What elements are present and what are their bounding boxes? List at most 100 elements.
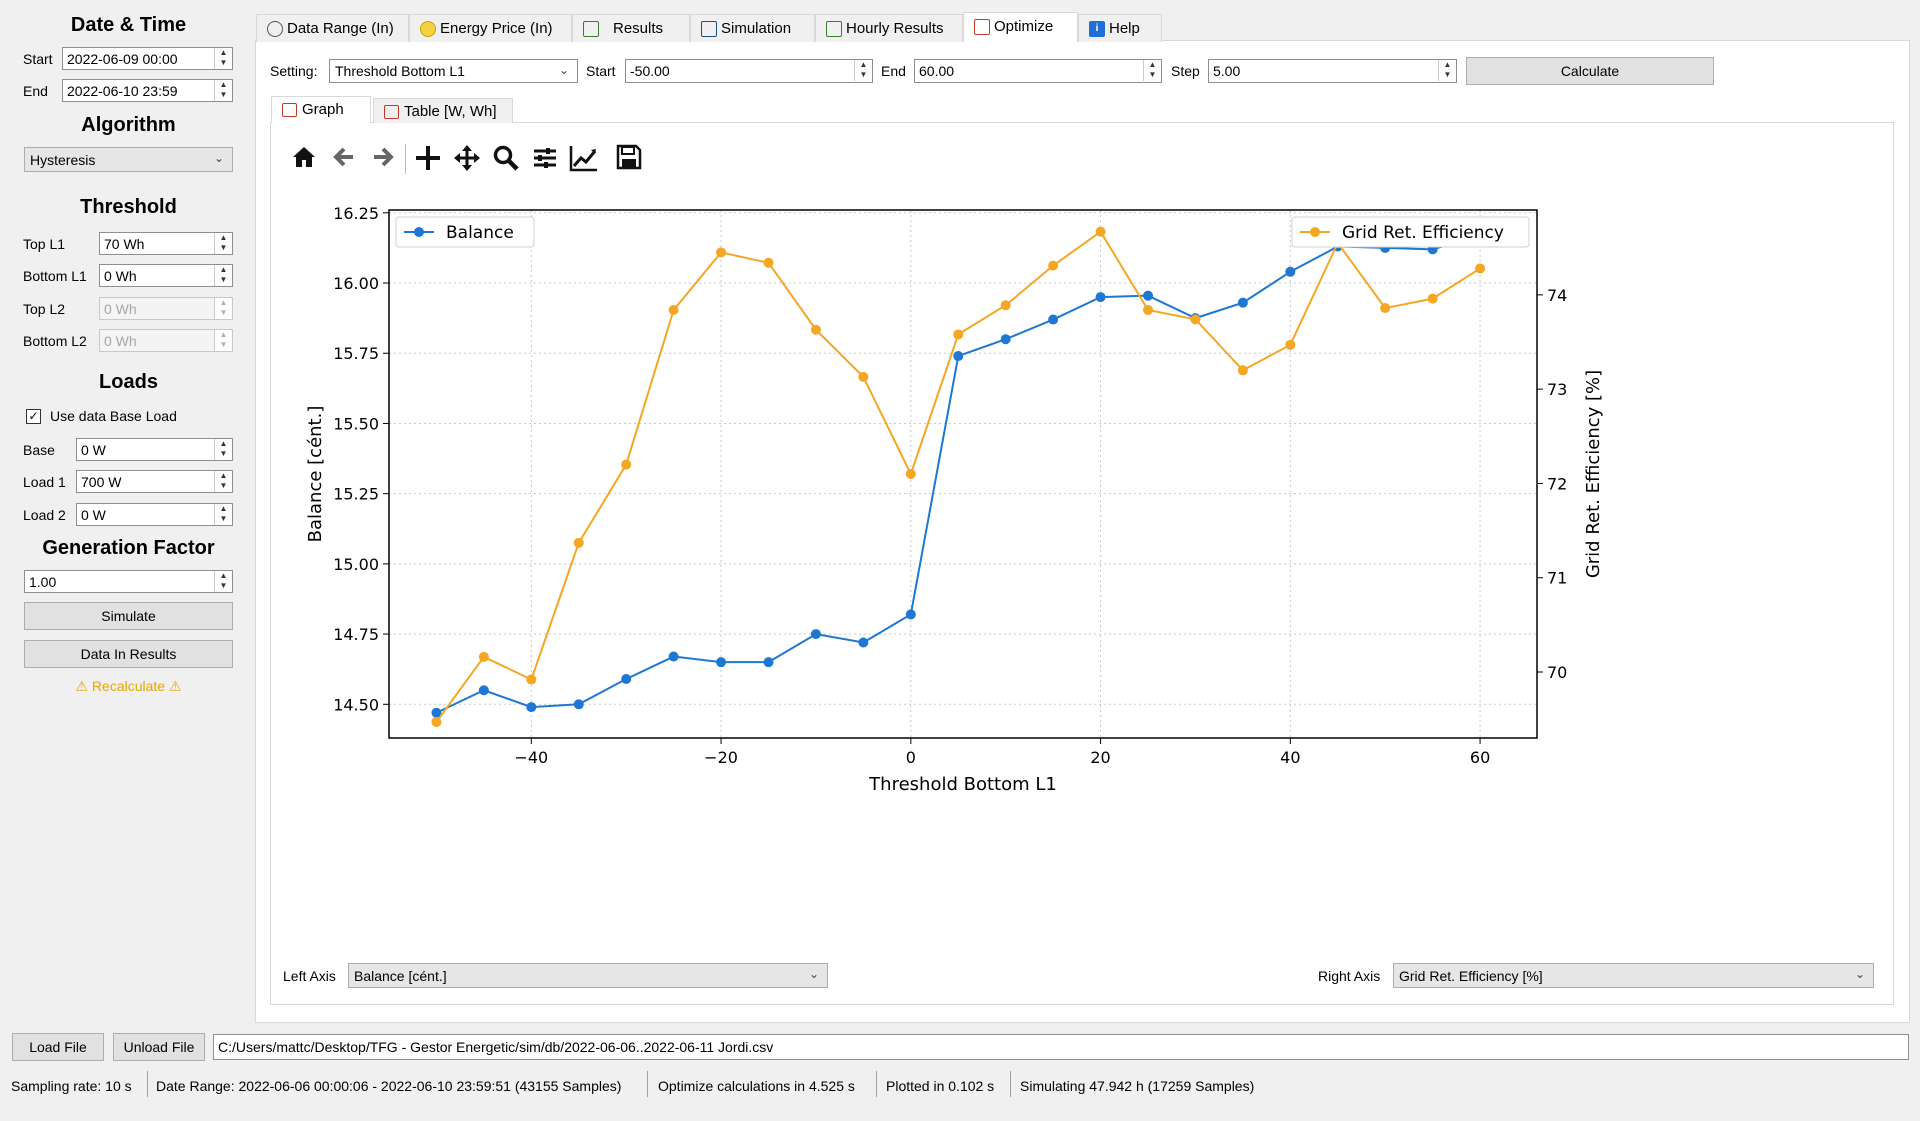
use-base-load-checkbox[interactable]: ✓ bbox=[26, 409, 41, 424]
spin-arrows-icon[interactable]: ▲ ▼ bbox=[214, 265, 232, 286]
load1-input[interactable]: 700 W ▲ ▼ bbox=[76, 470, 233, 493]
subtab-table[interactable]: Table [W, Wh] bbox=[373, 98, 513, 123]
spin-arrows-icon[interactable]: ▲ ▼ bbox=[1438, 60, 1456, 81]
spin-arrows-icon[interactable]: ▲ ▼ bbox=[214, 571, 232, 592]
date-time-heading: Date & Time bbox=[70, 14, 187, 36]
data-point-right bbox=[858, 371, 869, 382]
status-simulating: Simulating 47.942 h (17259 Samples) bbox=[1020, 1078, 1255, 1094]
spin-arrows-icon[interactable]: ▲ ▼ bbox=[854, 60, 872, 81]
legend-grid-ret-efficiency: Grid Ret. Efficiency bbox=[1291, 216, 1530, 248]
forward-arrow-icon[interactable] bbox=[368, 144, 398, 174]
data-point-left bbox=[905, 609, 916, 620]
load2-input[interactable]: 0 W ▲ ▼ bbox=[76, 503, 233, 526]
spin-arrows-icon[interactable]: ▲ ▼ bbox=[214, 80, 232, 101]
opt-step-label: Step bbox=[1171, 63, 1200, 79]
data-point-right bbox=[1475, 263, 1486, 274]
warning-icon: ⚠ bbox=[75, 678, 89, 694]
start-datetime-value: 2022-06-09 00:00 bbox=[67, 51, 178, 67]
edit-axis-icon[interactable] bbox=[569, 144, 599, 174]
x-tick-label: 20 bbox=[1090, 748, 1110, 767]
home-icon[interactable] bbox=[289, 144, 319, 174]
pan-icon[interactable] bbox=[413, 144, 443, 174]
left-axis-select[interactable]: Balance [cént.] ⌄ bbox=[348, 963, 828, 988]
clock-icon bbox=[267, 21, 283, 37]
end-datetime-value: 2022-06-10 23:59 bbox=[67, 83, 178, 99]
opt-end-input[interactable]: 60.00 ▲ ▼ bbox=[914, 59, 1162, 83]
save-icon[interactable] bbox=[614, 144, 644, 174]
legend-marker bbox=[414, 227, 424, 237]
right-axis-select[interactable]: Grid Ret. Efficiency [%] ⌄ bbox=[1393, 963, 1874, 988]
load1-label: Load 1 bbox=[23, 474, 66, 490]
end-label: End bbox=[23, 83, 48, 99]
spin-arrows-icon[interactable]: ▲ ▼ bbox=[214, 471, 232, 492]
table-icon bbox=[384, 105, 399, 119]
data-point-right bbox=[1143, 304, 1154, 315]
simulate-button[interactable]: Simulate bbox=[24, 602, 233, 630]
tab-simulation[interactable]: Simulation bbox=[690, 14, 815, 42]
tab-help[interactable]: i Help bbox=[1078, 14, 1162, 42]
tab-results[interactable]: Results bbox=[572, 14, 690, 42]
tab-hourly-results[interactable]: Hourly Results bbox=[815, 14, 963, 42]
y-axis-title: Balance [cént.] bbox=[305, 406, 326, 543]
status-separator bbox=[1010, 1071, 1011, 1097]
back-arrow-icon[interactable] bbox=[329, 144, 359, 174]
data-point-left bbox=[953, 351, 964, 362]
spin-arrows-icon[interactable]: ▲ ▼ bbox=[214, 504, 232, 525]
data-point-right bbox=[526, 674, 537, 685]
spin-arrows-icon[interactable]: ▲ ▼ bbox=[214, 48, 232, 69]
spin-arrows-icon[interactable]: ▲ ▼ bbox=[1143, 60, 1161, 81]
zoom-icon[interactable] bbox=[491, 144, 521, 174]
bottom-l1-input[interactable]: 0 Wh ▲ ▼ bbox=[99, 264, 233, 287]
data-in-results-button[interactable]: Data In Results bbox=[24, 640, 233, 668]
legend-box bbox=[1291, 216, 1530, 248]
file-path-field[interactable]: C:/Users/mattc/Desktop/TFG - Gestor Ener… bbox=[213, 1034, 1909, 1060]
right-axis-label: Right Axis bbox=[1318, 968, 1381, 984]
tab-results-label: Results bbox=[613, 20, 664, 37]
generation-factor-input[interactable]: 1.00 ▲ ▼ bbox=[24, 570, 233, 593]
bottom-l2-input: 0 Wh ▲ ▼ bbox=[99, 329, 233, 352]
start-datetime-input[interactable]: 2022-06-09 00:00 ▲ ▼ bbox=[62, 47, 233, 70]
load-file-button[interactable]: Load File bbox=[12, 1033, 104, 1061]
tab-optimize[interactable]: Optimize bbox=[963, 12, 1078, 42]
data-point-left bbox=[668, 651, 679, 662]
data-point-right bbox=[1000, 300, 1011, 311]
spin-arrows-icon[interactable]: ▲ ▼ bbox=[214, 439, 232, 460]
data-point-left bbox=[1095, 292, 1106, 303]
data-point-left bbox=[716, 657, 727, 668]
data-point-right bbox=[478, 651, 489, 662]
opt-step-input[interactable]: 5.00 ▲ ▼ bbox=[1208, 59, 1457, 83]
data-point-right bbox=[431, 716, 442, 727]
top-l1-label: Top L1 bbox=[23, 236, 66, 252]
recalculate-warning: ⚠ Recalculate ⚠ bbox=[0, 678, 257, 695]
series-line-left bbox=[436, 234, 1481, 714]
y-tick-label: 14.75 bbox=[333, 625, 379, 644]
subtab-table-label: Table [W, Wh] bbox=[404, 103, 497, 120]
base-load-input[interactable]: 0 W ▲ ▼ bbox=[76, 438, 233, 461]
algorithm-select[interactable]: Hysteresis ⌄ bbox=[24, 147, 233, 172]
y-tick-label: 16.25 bbox=[333, 204, 379, 223]
status-optimize-time: Optimize calculations in 4.525 s bbox=[658, 1078, 855, 1094]
top-l1-input[interactable]: 70 Wh ▲ ▼ bbox=[99, 232, 233, 255]
unload-file-button[interactable]: Unload File bbox=[113, 1033, 205, 1061]
top-l2-label: Top L2 bbox=[23, 301, 66, 317]
opt-start-input[interactable]: -50.00 ▲ ▼ bbox=[625, 59, 873, 83]
setting-select[interactable]: Threshold Bottom L1 ⌄ bbox=[329, 59, 578, 83]
spin-arrows-icon[interactable]: ▲ ▼ bbox=[214, 233, 232, 254]
tab-data-range[interactable]: Data Range (In) bbox=[256, 14, 409, 42]
optimize-chart[interactable]: −40 −20 0 20 40 60 14.50 14.75 15.00 15.25 15.50 15… bbox=[285, 190, 1815, 940]
x-tick-label: 0 bbox=[906, 748, 916, 767]
data-point-right bbox=[763, 257, 774, 268]
data-point-right bbox=[810, 324, 821, 335]
calculate-button[interactable]: Calculate bbox=[1466, 57, 1714, 85]
end-datetime-input[interactable]: 2022-06-10 23:59 ▲ ▼ bbox=[62, 79, 233, 102]
data-point-left bbox=[763, 657, 774, 668]
move-icon[interactable] bbox=[452, 144, 482, 174]
tab-energy-price[interactable]: Energy Price (In) bbox=[409, 14, 572, 42]
tab-help-label: Help bbox=[1109, 20, 1140, 37]
data-point-right bbox=[1380, 303, 1391, 314]
subtab-graph[interactable]: Graph bbox=[271, 96, 371, 123]
configure-subplots-icon[interactable] bbox=[530, 144, 560, 174]
opt-start-value: -50.00 bbox=[630, 63, 670, 79]
data-point-left bbox=[810, 629, 821, 640]
threshold-heading: Threshold bbox=[80, 196, 177, 218]
